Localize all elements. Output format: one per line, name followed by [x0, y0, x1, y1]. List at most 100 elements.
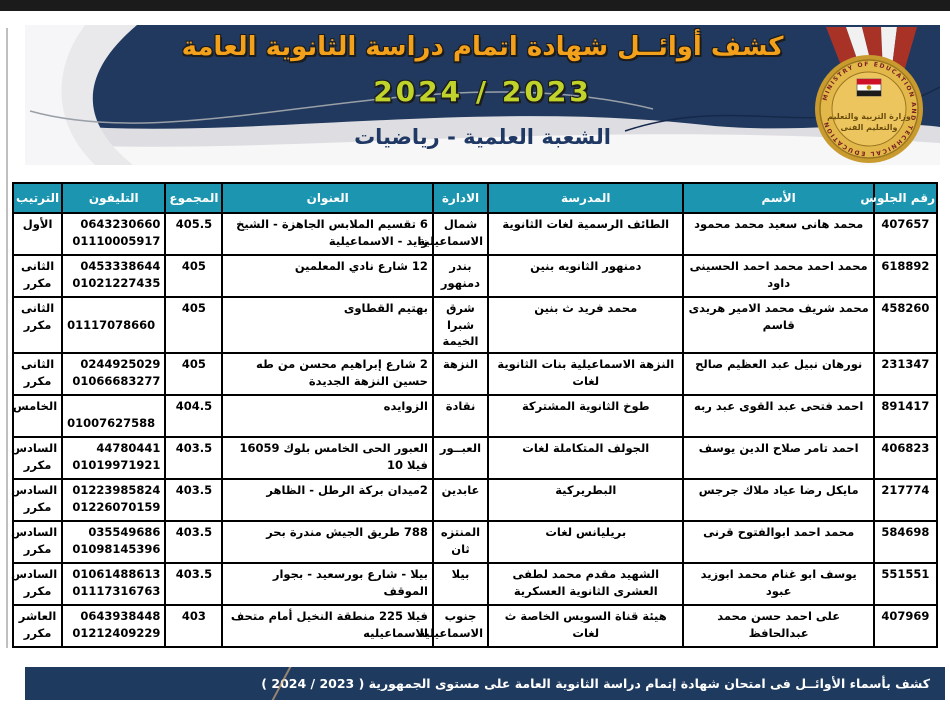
district-cell: شمال الاسماعيلية [418, 212, 490, 256]
results-table-body: 407657 محمد هانى سعيد محمد محمود الطائف … [11, 212, 939, 649]
district-cell: عابدين [431, 478, 490, 523]
address-cell: بهتيم القطاوى [221, 295, 434, 355]
seat-number-cell: 217774 [872, 478, 939, 523]
rank-cell: الثانى مكرر [11, 352, 64, 397]
school-cell: هيئة قناة السويس الخاصة ث لغات [487, 604, 685, 649]
student-name-cell: احمد فتحى عبد القوى عبد ربه [682, 394, 875, 439]
ministry-logo: MINISTRY OF EDUCATION AND TECHNICAL EDUC… [804, 27, 934, 165]
table-row: 217774 مايكل رضا عياد ملاك جرجس البطريرك… [11, 478, 939, 523]
seat-number-cell: 618892 [872, 254, 939, 298]
rank-cell: العاشر مكرر [11, 604, 64, 649]
district-cell: العبــور [431, 436, 490, 481]
address-cell: بيلا - شارع بورسعيد - بجوار الموقف [221, 562, 434, 607]
district-cell: جنوب الاسماعيلية [418, 604, 490, 649]
table-header-row: رقم الجلوس الأسم المدرسة الادارة العنوان… [11, 182, 939, 214]
address-cell: الزوايده [221, 394, 434, 439]
district-cell: بندر دمنهور [431, 254, 490, 298]
footer-text: كشف بأسماء الأوائــل فى امتحان شهادة إتم… [261, 676, 930, 691]
address-cell: 2 شارع إبراهيم محسن من طه حسين النزهة ال… [221, 352, 434, 397]
medal-arabic-line1: وزارة التربية والتعليم [827, 112, 911, 121]
banner-swoosh-decoration [25, 25, 940, 165]
school-cell: الشهيد مقدم محمد لطفى العشرى الثانوية ال… [487, 562, 685, 607]
table-row: 618892 محمد احمد محمد احمد الحسينى داود … [11, 254, 939, 298]
school-cell: البطريركية [487, 478, 685, 523]
student-name-cell: احمد تامر صلاح الدين يوسف [682, 436, 875, 481]
rank-cell: الأول [11, 212, 64, 256]
header-banner: كشف أوائــل شهادة اتمام دراسة الثانوية ا… [25, 25, 940, 165]
total-score-cell: 405 [164, 295, 224, 355]
results-table: رقم الجلوس الأسم المدرسة الادارة العنوان… [11, 182, 939, 649]
seat-number-cell: 891417 [872, 394, 939, 439]
address-cell: 2ميدان بركة الرطل - الظاهر [221, 478, 434, 523]
rank-cell: الخامس [11, 394, 64, 439]
seat-number-cell: 458260 [872, 295, 939, 355]
section-subtitle: الشعبة العلمية - رياضيات [354, 125, 611, 149]
medal-icon: MINISTRY OF EDUCATION AND TECHNICAL EDUC… [815, 55, 923, 163]
address-cell: 6 تقسيم الملابس الجاهزة - الشيخ زايد - ا… [221, 212, 434, 256]
col-header-total: المجموع [164, 182, 224, 214]
district-cell: النزهة [431, 352, 490, 397]
telephone-cell: 035549686 01098145396 [61, 520, 167, 565]
results-table-container: رقم الجلوس الأسم المدرسة الادارة العنوان… [11, 182, 939, 649]
table-row: 891417 احمد فتحى عبد القوى عبد ربه طوخ ا… [11, 394, 939, 439]
seat-number-cell: 551551 [872, 562, 939, 607]
total-score-cell: 403.5 [164, 520, 224, 565]
total-score-cell: 403.5 [164, 562, 224, 607]
table-row: 458260 محمد شريف محمد الامير هريدى قاسم … [11, 295, 939, 355]
address-cell: فيلا 225 منطقة النخيل أمام متحف الاسماعي… [221, 604, 434, 649]
school-cell: الجولف المتكاملة لغات [487, 436, 685, 481]
telephone-cell: 0453338644 01021227435 [61, 254, 167, 298]
total-score-cell: 404.5 [164, 394, 224, 439]
student-name-cell: نورهان نبيل عبد العظيم صالح [682, 352, 875, 397]
telephone-cell: 01117078660 [61, 295, 167, 355]
telephone-cell: 44780441 01019971921 [61, 436, 167, 481]
district-cell: نقادة [431, 394, 490, 439]
total-score-cell: 403.5 [164, 436, 224, 481]
top-black-bar [0, 0, 950, 11]
student-name-cell: محمد هانى سعيد محمد محمود [682, 212, 875, 256]
student-name-cell: على احمد حسن محمد عبدالحافظ [682, 604, 875, 649]
address-cell: 788 طريق الجيش مندرة بحر [221, 520, 434, 565]
table-row: 407969 على احمد حسن محمد عبدالحافظ هيئة … [11, 604, 939, 649]
school-cell: الطائف الرسمية لغات الثانوية [487, 212, 685, 256]
total-score-cell: 405.5 [164, 212, 224, 256]
col-header-rank: الترتيب [11, 182, 64, 214]
school-cell: النزهة الاسماعيلية بنات الثانوية لغات [487, 352, 685, 397]
col-header-school: المدرسة [487, 182, 685, 214]
school-cell: محمد فريد ث بنين [487, 295, 685, 355]
col-header-telephone: التليفون [61, 182, 167, 214]
telephone-cell: 0244925029 01066683277 [61, 352, 167, 397]
page-title: كشف أوائــل شهادة اتمام دراسة الثانوية ا… [181, 32, 784, 62]
col-header-name: الأسم [682, 182, 875, 214]
col-header-address: العنوان [221, 182, 434, 214]
table-row: 231347 نورهان نبيل عبد العظيم صالح النزه… [11, 352, 939, 397]
left-edge-rule [6, 28, 8, 648]
rank-cell: السادس مكرر [11, 436, 64, 481]
student-name-cell: محمد احمد ابوالفتوح قرنى [682, 520, 875, 565]
seat-number-cell: 584698 [872, 520, 939, 565]
telephone-cell: 0643938448 01212409229 [61, 604, 167, 649]
col-header-seat-number: رقم الجلوس [860, 182, 939, 214]
col-header-district: الادارة [431, 182, 490, 214]
total-score-cell: 405 [164, 254, 224, 298]
school-cell: طوخ الثانوية المشتركة [487, 394, 685, 439]
egypt-emblem-icon [856, 78, 882, 97]
table-row: 551551 يوسف ابو غنام محمد ابوزيد عبود ال… [11, 562, 939, 607]
telephone-cell: 01007627588 [61, 394, 167, 439]
total-score-cell: 403.5 [164, 478, 224, 523]
seat-number-cell: 406823 [872, 436, 939, 481]
rank-cell: السادس مكرر [11, 520, 64, 565]
rank-cell: السادس مكرر [11, 478, 64, 523]
rank-cell: الثانى مكرر [11, 295, 64, 355]
school-cell: دمنهور الثانويه بنين [487, 254, 685, 298]
medal-arabic-line2: والتعليم الفنى [841, 123, 898, 132]
student-name-cell: محمد احمد محمد احمد الحسينى داود [682, 254, 875, 298]
rank-cell: السادس مكرر [11, 562, 64, 607]
table-row: 406823 احمد تامر صلاح الدين يوسف الجولف … [11, 436, 939, 481]
table-row: 407657 محمد هانى سعيد محمد محمود الطائف … [11, 212, 939, 256]
district-cell: بيلا [431, 562, 490, 607]
address-cell: 12 شارع نادي المعلمين [221, 254, 434, 298]
telephone-cell: 0643230660 01110005917 [61, 212, 167, 256]
district-cell: شرق شبرا الخيمة [431, 295, 490, 355]
student-name-cell: مايكل رضا عياد ملاك جرجس [682, 478, 875, 523]
